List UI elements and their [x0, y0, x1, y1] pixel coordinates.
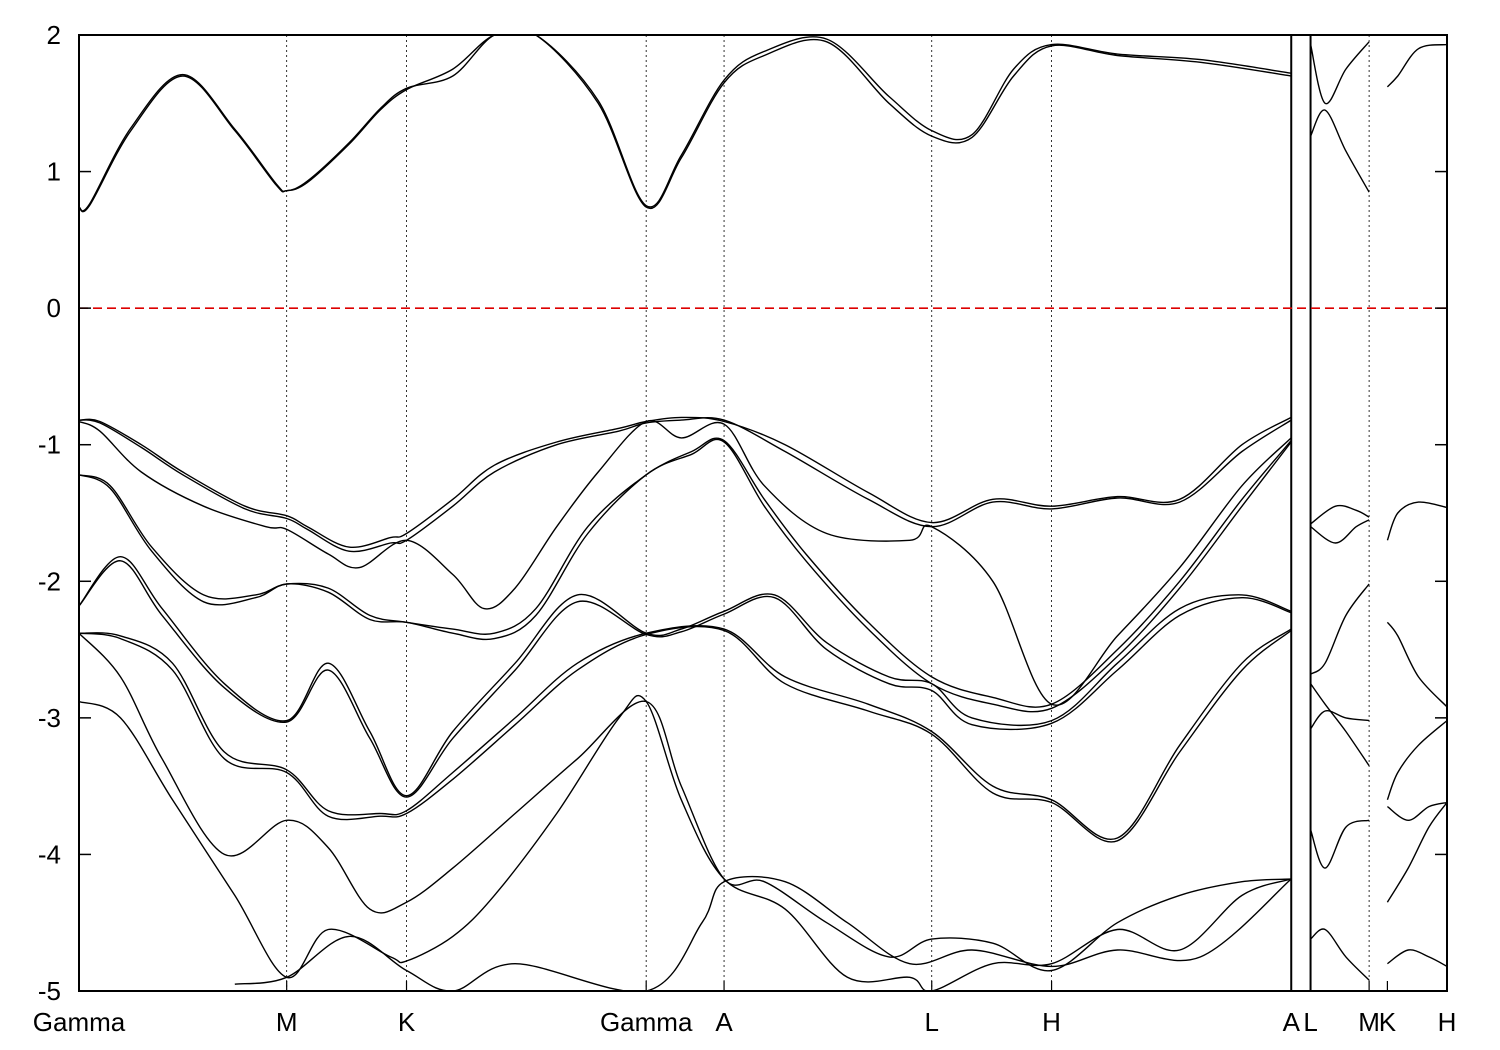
band-line-24: [1386, 501, 1447, 541]
band-line-19: [1310, 683, 1370, 767]
x-tick-label: Gamma: [600, 1007, 693, 1037]
band-line-10: [79, 624, 1292, 841]
x-tick-label: H: [1042, 1007, 1061, 1037]
band-line-0: [79, 35, 1292, 213]
x-tick-label: Gamma: [33, 1007, 126, 1037]
x-tick-label: K: [1379, 1007, 1397, 1037]
y-tick-label: 0: [47, 293, 61, 323]
x-tick-label: A: [715, 1007, 733, 1037]
band-line-3: [79, 416, 1292, 549]
x-tick-label: M: [1358, 1007, 1380, 1037]
band-line-15: [1309, 41, 1370, 105]
x-tick-label: M: [276, 1007, 298, 1037]
y-tick-label: -2: [38, 566, 61, 596]
band-line-13: [79, 694, 1292, 991]
x-tick-label: H: [1438, 1007, 1457, 1037]
band-line-12: [79, 632, 1292, 972]
band-line-29: [1386, 949, 1447, 968]
band-line-25: [1386, 621, 1447, 708]
band-line-14: [1309, 109, 1370, 193]
y-tick-label: -3: [38, 703, 61, 733]
band-line-22: [1310, 928, 1370, 981]
band-line-17: [1310, 504, 1370, 525]
y-tick-label: -4: [38, 839, 61, 869]
band-line-21: [1309, 819, 1370, 869]
band-line-23: [1386, 43, 1447, 88]
band-line-16: [1310, 519, 1370, 544]
band-line-18: [1310, 583, 1370, 675]
band-line-2: [234, 875, 1292, 991]
band-line-6: [79, 437, 1292, 708]
axis-layer: [78, 34, 1448, 992]
band-line-28: [1386, 802, 1447, 903]
band-line-11: [79, 625, 1292, 843]
band-line-27: [1386, 801, 1447, 822]
x-tick-label: K: [398, 1007, 416, 1037]
band-line-4: [79, 417, 1292, 553]
y-tick-label: 2: [47, 20, 61, 50]
band-line-26: [1386, 720, 1447, 801]
plot-frame: [78, 34, 1448, 992]
band-line-1: [79, 35, 1292, 212]
x-tick-label: L: [1303, 1007, 1317, 1037]
x-tick-label: L: [925, 1007, 939, 1037]
band-layer: [79, 35, 1447, 991]
band-line-8: [79, 555, 1292, 797]
grid-layer: [79, 35, 1447, 991]
band-line-7: [79, 438, 1292, 713]
band-line-5: [79, 419, 1292, 706]
band-line-20: [1310, 710, 1370, 730]
x-tick-label: A: [1283, 1007, 1301, 1037]
y-tick-label: 1: [47, 157, 61, 187]
y-tick-label: -1: [38, 430, 61, 460]
y-tick-label: -5: [38, 976, 61, 1006]
